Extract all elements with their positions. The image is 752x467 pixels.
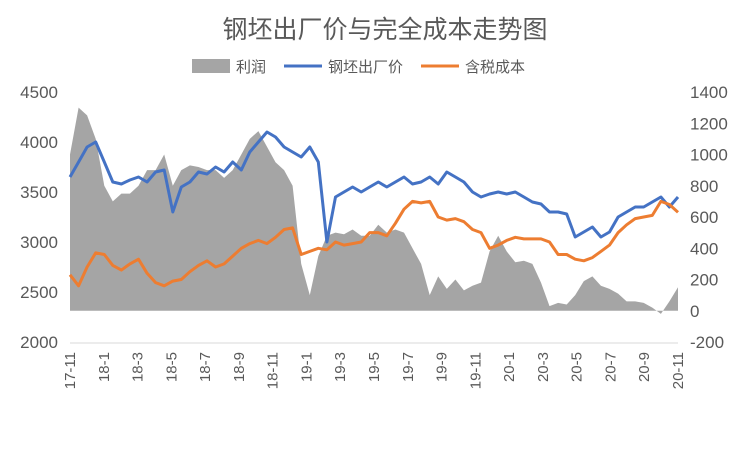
x-tick-label: 18-3 xyxy=(130,352,147,382)
right-tick-label: 1200 xyxy=(690,114,728,133)
x-tick-label: 18-9 xyxy=(231,352,248,382)
left-tick-label: 4000 xyxy=(20,133,58,152)
right-tick-label: 800 xyxy=(690,177,718,196)
left-tick-label: 2500 xyxy=(20,283,58,302)
x-tick-label: 19-7 xyxy=(400,352,417,382)
right-tick-label: 1400 xyxy=(690,83,728,102)
x-tick-label: 18-11 xyxy=(265,352,282,389)
legend-swatch-profit xyxy=(192,59,230,73)
x-tick-label: 19-11 xyxy=(467,352,484,389)
left-tick-label: 4500 xyxy=(20,83,58,102)
x-tick-label: 20-9 xyxy=(636,352,653,382)
x-tick-label: 17-11 xyxy=(62,352,79,389)
right-tick-label: 400 xyxy=(690,239,718,258)
legend-label: 含税成本 xyxy=(465,58,525,76)
x-tick-label: 20-1 xyxy=(501,352,518,382)
profit-area xyxy=(70,107,678,314)
legend-label: 利润 xyxy=(236,58,266,76)
x-tick-label: 18-5 xyxy=(163,352,180,382)
x-tick-label: 19-1 xyxy=(298,352,315,382)
right-tick-label: -200 xyxy=(690,333,724,352)
x-tick-label: 20-11 xyxy=(670,352,687,389)
x-tick-label: 20-5 xyxy=(569,352,586,382)
left-axis: 2000 2500 3000 3500 4000 4500 xyxy=(20,83,58,352)
right-tick-label: 1000 xyxy=(690,146,728,165)
right-tick-label: 200 xyxy=(690,271,718,290)
price-line xyxy=(68,130,680,244)
left-tick-label: 3000 xyxy=(20,233,58,252)
plot-area xyxy=(68,107,680,314)
x-axis: 17-11 18-1 18-3 18-5 18-7 18-9 18-11 19-1 19-3 19… xyxy=(62,342,687,389)
x-tick-label: 20-3 xyxy=(535,352,552,382)
right-tick-label: 0 xyxy=(690,302,699,321)
cost-line xyxy=(68,199,680,288)
x-tick-label: 18-1 xyxy=(96,352,113,382)
right-axis: -200 0 200 400 600 800 1000 1200 1400 xyxy=(690,83,728,352)
legend-label: 钢坯出厂价 xyxy=(328,58,403,76)
x-tick-label: 18-7 xyxy=(197,352,214,382)
x-tick-label: 19-9 xyxy=(434,352,451,382)
chart-title: 钢坯出厂价与完全成本走势图 xyxy=(222,15,547,44)
x-tick-label: 20-7 xyxy=(602,352,619,382)
x-tick-label: 19-5 xyxy=(366,352,383,382)
x-tick-label: 19-3 xyxy=(332,352,349,382)
left-tick-label: 3500 xyxy=(20,183,58,202)
left-tick-label: 2000 xyxy=(20,333,58,352)
right-tick-label: 600 xyxy=(690,208,718,227)
legend: 利润 钢坯出厂价 含税成本 xyxy=(192,58,525,76)
